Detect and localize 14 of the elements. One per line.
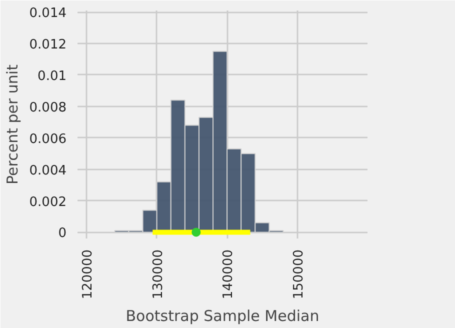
y-tick-label: 0.006 [29,132,66,147]
y-axis-title: Percent per unit [3,64,22,184]
y-tick-label: 0.002 [29,194,66,210]
x-tick-label: 140000 [221,249,236,300]
x-axis-title: Bootstrap Sample Median [126,307,320,326]
y-tick-label: 0.014 [29,6,66,22]
y-tick-label: 0.012 [29,38,66,53]
x-tick-label: 130000 [150,249,166,300]
y-tick-label: 0.008 [29,100,66,116]
x-tick-label: 120000 [80,249,96,300]
y-tick-label: 0.01 [38,68,67,84]
y-tick-label: 0 [58,226,67,242]
y-tick-label: 0.004 [29,163,66,178]
x-tick-label: 150000 [291,249,306,300]
